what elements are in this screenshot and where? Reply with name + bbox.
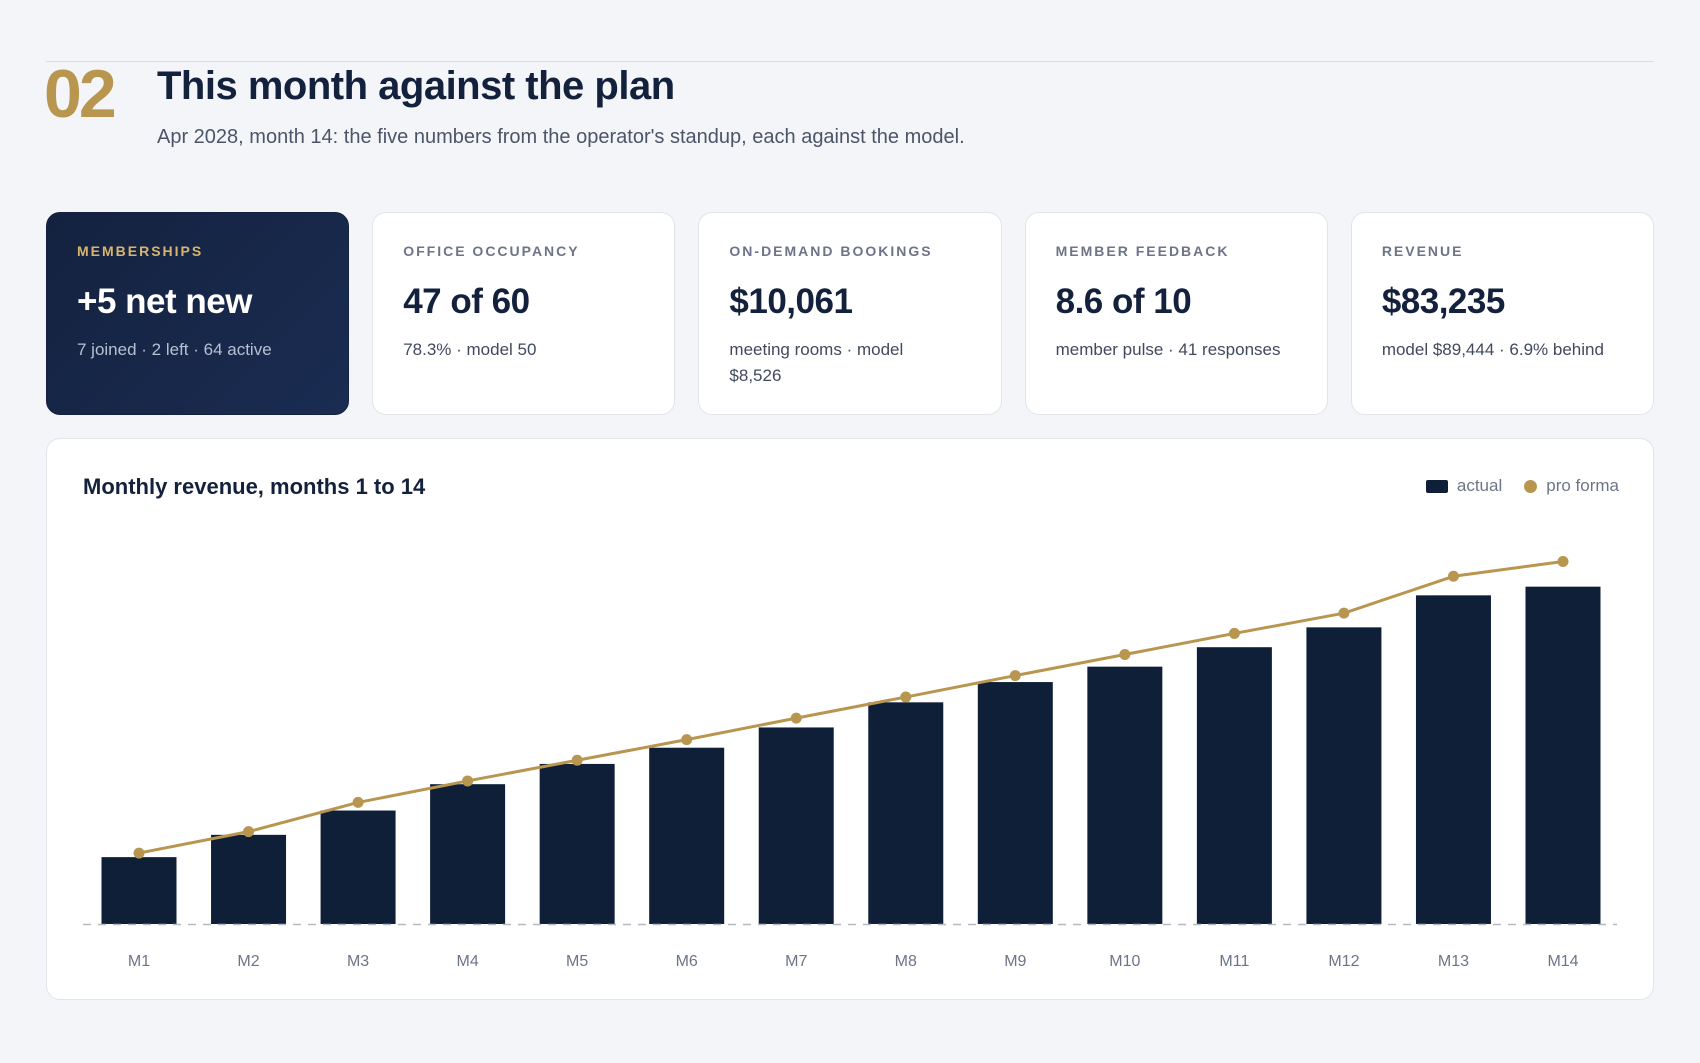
kpi-note: meeting rooms · model $8,526 (729, 340, 904, 385)
legend-swatch-actual (1425, 479, 1448, 493)
chart-title: Monthly revenue, months 1 to 14 (83, 474, 426, 499)
legend-item-actual: actual (1425, 476, 1503, 496)
kpi-value: $83,235 (1381, 282, 1506, 321)
legend-label-pro-forma: pro forma (1546, 476, 1619, 495)
pro-forma-point-m2 (243, 826, 255, 838)
pro-forma-point-m3 (352, 796, 364, 808)
x-tick-label-m10: M10 (1109, 953, 1140, 970)
x-tick-label-m7: M7 (785, 953, 807, 970)
x-tick-label-m12: M12 (1328, 953, 1359, 970)
kpi-note: member pulse · 41 responses (1055, 340, 1281, 359)
kpi-card-office-occupancy: OFFICE OCCUPANCY 47 of 60 78.3% · model … (372, 212, 676, 415)
kpi-row: MEMBERSHIPS +5 net new 7 joined · 2 left… (46, 212, 1655, 415)
bar-actual-m2 (211, 834, 287, 924)
pro-forma-point-m4 (462, 775, 474, 787)
kpi-note: 78.3% · model 50 (403, 340, 537, 359)
revenue-chart-card: Monthly revenue, months 1 to 14 actual p… (46, 438, 1654, 1000)
pro-forma-point-m1 (133, 847, 145, 859)
bar-actual-m14 (1525, 586, 1601, 924)
bar-actual-m9 (977, 682, 1053, 924)
kpi-card-revenue: REVENUE $83,235 model $89,444 · 6.9% beh… (1350, 212, 1655, 415)
x-tick-label-m13: M13 (1438, 953, 1469, 970)
kpi-label: MEMBER FEEDBACK (1055, 243, 1230, 259)
bar-actual-m11 (1196, 647, 1272, 924)
pro-forma-point-m5 (571, 754, 583, 766)
kpi-card-memberships: MEMBERSHIPS +5 net new 7 joined · 2 left… (46, 212, 350, 415)
x-tick-label-m11: M11 (1219, 953, 1249, 970)
revenue-chart: M1 M2 M3 M4 M5 M6 M7 M8 M9 M10 M11 M12 M13 M14 (83, 556, 1617, 970)
x-tick-label-m9: M9 (1004, 953, 1026, 970)
kpi-label: REVENUE (1381, 243, 1464, 259)
bar-actual-m6 (649, 747, 725, 924)
bar-actual-m13 (1415, 595, 1491, 924)
kpi-label: OFFICE OCCUPANCY (403, 243, 580, 259)
bar-actual-m8 (868, 702, 944, 924)
pro-forma-point-m10 (1119, 649, 1131, 660)
x-tick-label-m4: M4 (456, 953, 478, 970)
x-tick-label-m1: M1 (128, 953, 150, 970)
kpi-value: 8.6 of 10 (1055, 282, 1192, 321)
bar-actual-m7 (758, 727, 834, 924)
legend-swatch-pro-forma (1524, 479, 1538, 493)
pro-forma-point-m8 (900, 691, 912, 703)
bar-actual-m10 (1087, 666, 1163, 924)
x-tick-label-m5: M5 (566, 953, 588, 970)
x-tick-label-m14: M14 (1547, 953, 1578, 970)
top-divider (46, 61, 1654, 62)
kpi-value: $10,061 (729, 282, 853, 321)
bar-actual-m12 (1306, 627, 1382, 924)
pro-forma-point-m13 (1447, 570, 1459, 582)
bar-actual-m4 (430, 784, 506, 924)
chart-legend: actual pro forma (1425, 476, 1619, 496)
pro-forma-point-m12 (1338, 607, 1350, 619)
page-subtitle: Apr 2028, month 14: the five numbers fro… (157, 126, 965, 148)
pro-forma-point-m11 (1228, 627, 1240, 639)
pro-forma-line (138, 560, 1564, 855)
x-tick-label-m8: M8 (895, 953, 917, 970)
kpi-card-on-demand-bookings: ON-DEMAND BOOKINGS $10,061 meeting rooms… (698, 212, 1002, 415)
pro-forma-point-m6 (681, 734, 693, 746)
kpi-note: model $89,444 · 6.9% behind (1381, 340, 1604, 359)
x-tick-label-m3: M3 (347, 953, 369, 970)
pro-forma-point-m7 (790, 712, 802, 724)
pro-forma-point-m14 (1557, 556, 1569, 568)
x-tick-label-m2: M2 (237, 953, 259, 970)
kpi-value: 47 of 60 (403, 282, 530, 321)
page-title: This month against the plan (157, 64, 675, 108)
legend-item-pro-forma: pro forma (1524, 476, 1619, 496)
pro-forma-point-m9 (1009, 670, 1021, 682)
section-number: 02 (44, 56, 117, 132)
kpi-value: +5 net new (77, 282, 252, 321)
bar-actual-m1 (101, 857, 177, 924)
bar-actual-m3 (320, 810, 396, 924)
kpi-note: 7 joined · 2 left · 64 active (77, 340, 272, 359)
bar-actual-m5 (539, 763, 615, 924)
legend-label-actual: actual (1456, 476, 1503, 495)
kpi-card-member-feedback: MEMBER FEEDBACK 8.6 of 10 member pulse ·… (1024, 212, 1328, 415)
kpi-label: MEMBERSHIPS (77, 243, 204, 259)
x-tick-label-m6: M6 (676, 953, 698, 970)
kpi-label: ON-DEMAND BOOKINGS (729, 243, 933, 259)
